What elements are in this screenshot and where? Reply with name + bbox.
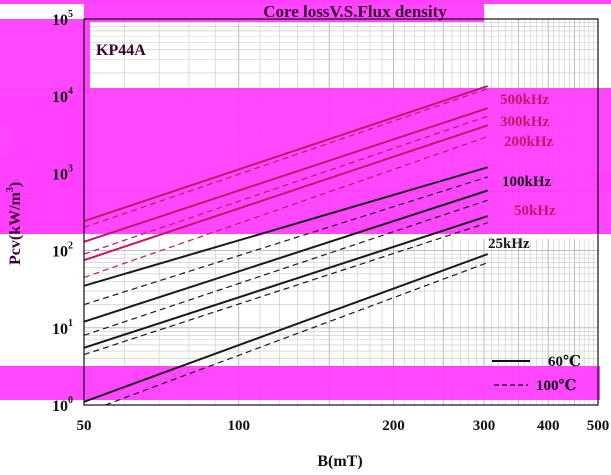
highlight-band: [8, 126, 611, 156]
series-line-500khz-100c-1: [83, 88, 488, 228]
series-line-200khz-100c-5: [83, 136, 488, 278]
y-axis-label-sup: 3: [5, 187, 16, 192]
y-axis-label-close: ): [7, 182, 24, 187]
highlight-band: [84, 19, 90, 91]
curve-label-300khz: 300kHz: [500, 114, 550, 130]
x-tick-label-300: 300: [473, 418, 496, 434]
material-label: KP44A: [96, 42, 146, 59]
x-tick-label-200: 200: [382, 418, 405, 434]
highlight-band: [0, 88, 611, 126]
legend-label-100: 100℃: [536, 378, 577, 394]
series-line-200khz-60c-4: [83, 124, 489, 262]
y-axis-label: Pcv(kW/m3): [5, 182, 24, 265]
series-line-25khz-60c-10: [83, 215, 489, 349]
x-tick-label-50: 50: [77, 418, 92, 434]
series-line-500khz-60c-0: [83, 85, 489, 223]
curve-label-100khz: 100kHz: [502, 174, 552, 190]
plot-frame: [83, 18, 599, 406]
series-line-25khz-100c-11: [83, 222, 488, 356]
chart-title: Core lossV.S.Flux density: [263, 2, 447, 21]
series-line-300khz-60c-2: [83, 107, 489, 243]
series-line-25khz-60c-12: [83, 253, 489, 403]
y-tick-label-2: 102: [52, 241, 73, 261]
curve-label-50khz: 50kHz: [514, 203, 556, 219]
y-tick-labels: 100 101 102 103 104 105: [52, 9, 73, 415]
x-tick-labels: 50 100 200 300 400 500: [77, 418, 610, 434]
legend: 60℃ 100℃: [492, 354, 581, 394]
x-tick-label-100: 100: [227, 418, 250, 434]
series-line-300khz-100c-3: [83, 115, 488, 255]
highlight-band: [0, 190, 600, 234]
y-tick-label-5: 105: [52, 9, 73, 29]
highlight-band: [84, 0, 484, 22]
series-line-100khz-100c-7: [83, 176, 488, 306]
series-line-25khz-100c-13: [105, 262, 488, 406]
curve-labels: 500kHz 300kHz 200kHz 100kHz 50kHz 25kHz: [488, 92, 556, 252]
series-line-100khz-60c-6: [83, 166, 488, 287]
y-tick-label-0: 100: [52, 395, 73, 415]
y-tick-label-3: 103: [52, 163, 73, 183]
highlight-band: [596, 170, 611, 234]
highlight-overlay: [0, 0, 611, 400]
curve-label-25khz: 25kHz: [488, 236, 530, 252]
x-axis-label: B(mT): [317, 453, 362, 470]
y-tick-label-1: 101: [52, 318, 73, 338]
highlight-band: [0, 366, 600, 400]
y-tick-label-4: 104: [52, 86, 73, 106]
series-lines: [83, 85, 489, 406]
x-tick-label-400: 400: [537, 418, 560, 434]
highlight-gap: [0, 234, 611, 239]
x-tick-label-500: 500: [587, 418, 610, 434]
highlight-band: [0, 19, 84, 91]
curve-label-500khz: 500kHz: [500, 92, 550, 108]
series-line-50khz-100c-9: [83, 199, 488, 336]
curve-label-200khz: 200kHz: [504, 134, 554, 150]
y-axis-label-text: Pcv(kW/m: [7, 191, 24, 265]
series-line-50khz-60c-8: [83, 189, 489, 323]
legend-label-60: 60℃: [548, 354, 581, 370]
svg-text:Pcv(kW/m3): Pcv(kW/m3): [5, 182, 24, 265]
